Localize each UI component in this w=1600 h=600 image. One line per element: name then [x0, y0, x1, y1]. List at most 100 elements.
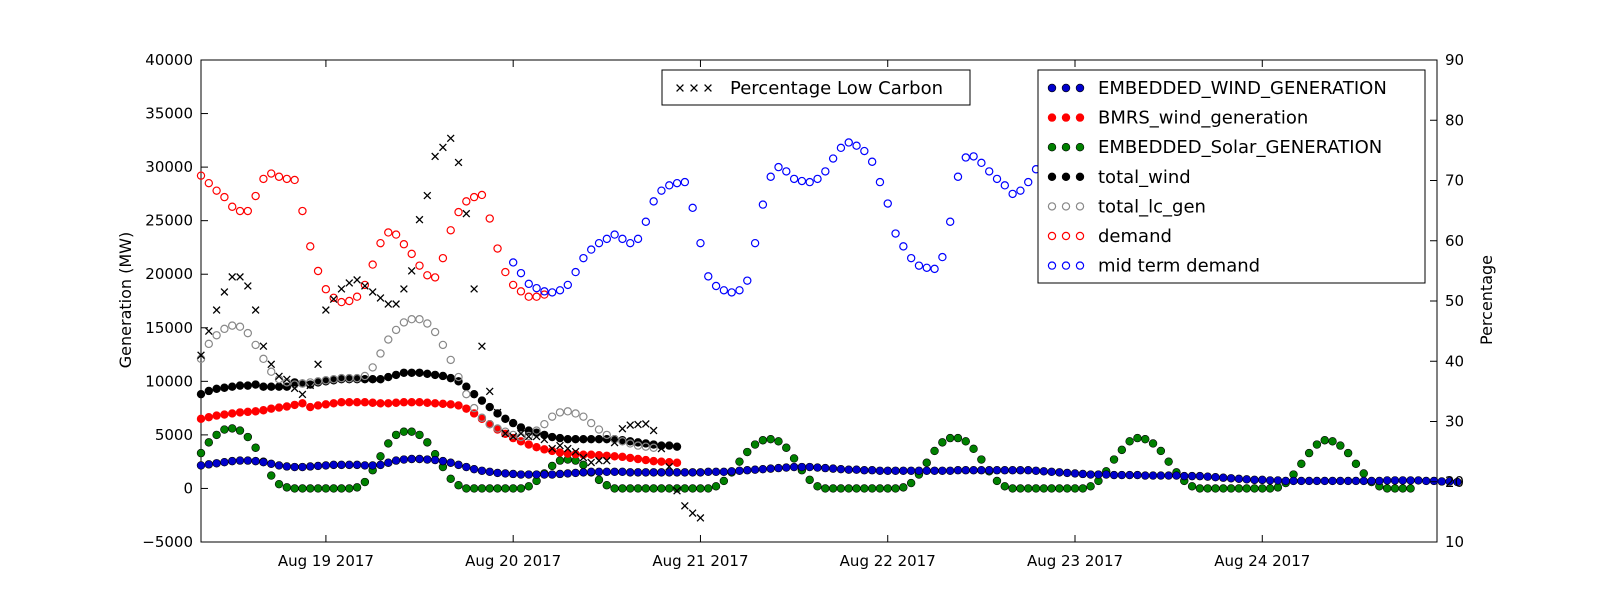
- demand-point: [235, 206, 245, 216]
- bmrs_wind-point: [532, 443, 541, 452]
- total_lc_gen-point: [493, 424, 502, 433]
- mid_term_demand-point: [532, 283, 541, 293]
- bmrs_wind-point: [345, 398, 354, 407]
- embedded_solar-point: [922, 458, 931, 467]
- embedded_solar-point: [1047, 484, 1056, 493]
- legend-series: EMBEDDED_WIND_GENERATION BMRS_wind_genera…: [1037, 69, 1426, 284]
- embedded_wind-point: [1195, 471, 1205, 481]
- mid_term_demand-point: [930, 264, 939, 274]
- embedded_solar-point: [306, 484, 315, 493]
- legend-label: Percentage Low Carbon: [730, 78, 943, 99]
- total_lc_gen-point: [345, 373, 354, 383]
- pct_low_carbon-point: [680, 501, 689, 510]
- total_lc_gen-point: [352, 373, 362, 383]
- y-tick-label: 10000: [145, 372, 193, 390]
- demand-point: [462, 197, 471, 206]
- embedded_solar-point: [1304, 448, 1314, 458]
- embedded_solar-point: [719, 476, 729, 486]
- bmrs_wind-point: [368, 398, 377, 407]
- total_wind-point: [586, 434, 596, 444]
- pct_low_carbon-point: [602, 456, 611, 465]
- series-pct_low_carbon: [197, 134, 705, 522]
- embedded_wind-point: [1016, 466, 1025, 475]
- bmrs_wind-point: [243, 407, 253, 417]
- demand-point: [196, 171, 206, 180]
- pct_low_carbon-point: [415, 215, 424, 224]
- total_lc_gen-point: [446, 355, 455, 365]
- embedded_wind-point: [626, 468, 635, 477]
- embedded_wind-point: [1102, 470, 1111, 479]
- embedded_solar-point: [774, 437, 783, 446]
- demand-point: [524, 292, 533, 301]
- y-tick-label: 15000: [145, 319, 193, 337]
- total_lc_gen-point: [204, 339, 214, 349]
- bmrs_wind-point: [672, 458, 682, 467]
- y-tick-label: 0: [183, 479, 193, 497]
- mid_term_demand-point: [665, 181, 674, 190]
- bmrs_wind-point: [282, 402, 292, 411]
- mid_term_demand-point: [782, 167, 791, 176]
- embedded_wind-point: [1164, 471, 1173, 480]
- bmrs_wind-point: [313, 401, 323, 410]
- total_lc_gen-point: [220, 324, 229, 334]
- embedded_wind-point: [1242, 475, 1251, 484]
- pct_low_carbon-point: [204, 327, 213, 335]
- mid_term_demand-point: [860, 146, 869, 156]
- embedded_wind-point: [1367, 476, 1376, 486]
- embedded_wind-point: [953, 466, 963, 475]
- demand-point: [454, 207, 463, 217]
- mid_term_demand-point: [805, 177, 814, 187]
- embedded_solar-point: [1328, 437, 1337, 446]
- embedded_wind-point: [1406, 476, 1415, 485]
- legend-marker: [1061, 83, 1071, 93]
- embedded_wind-point: [430, 455, 440, 465]
- embedded_solar-point: [1390, 484, 1400, 493]
- embedded_wind-point: [1086, 470, 1095, 479]
- demand-point: [532, 292, 541, 301]
- demand-point: [501, 267, 510, 277]
- mid_term_demand-point: [657, 186, 666, 195]
- embedded_solar-point: [376, 452, 385, 461]
- mid_term_demand-point: [587, 245, 596, 254]
- demand-point: [516, 287, 526, 296]
- bmrs_wind-point: [540, 445, 549, 454]
- total_wind-point: [579, 434, 588, 444]
- embedded_solar-point: [516, 484, 526, 493]
- embedded_solar-point: [501, 484, 510, 493]
- pct_low_carbon-point: [275, 372, 283, 381]
- embedded_wind-point: [1133, 470, 1142, 480]
- total_wind-point: [454, 377, 463, 386]
- embedded_solar-point: [875, 484, 885, 493]
- embedded_wind-point: [1219, 473, 1228, 482]
- total_lc_gen-point: [462, 389, 471, 399]
- embedded_solar-point: [321, 484, 331, 493]
- embedded_wind-point: [1008, 466, 1017, 475]
- embedded_wind-point: [1289, 476, 1298, 486]
- embedded_solar-point: [313, 484, 323, 493]
- embedded_wind-point: [306, 462, 315, 471]
- mid_term_demand-point: [548, 288, 557, 297]
- total_lc_gen-point: [212, 331, 221, 340]
- legend-entry-mid_term_demand: mid term demand: [1047, 256, 1260, 277]
- embedded_solar-point: [992, 476, 1002, 486]
- total_wind-point: [547, 432, 557, 442]
- embedded_wind-point: [1117, 470, 1127, 480]
- mid_term_demand-point: [985, 167, 994, 176]
- embedded_wind-point: [228, 456, 237, 466]
- bmrs_wind-point: [618, 452, 627, 462]
- pct_low_carbon-point: [595, 456, 603, 465]
- embedded_solar-point: [212, 430, 221, 440]
- embedded_wind-point: [1156, 471, 1166, 480]
- embedded_solar-point: [1133, 433, 1142, 443]
- embedded_wind-point: [930, 466, 939, 475]
- pct_low_carbon-point: [579, 453, 588, 462]
- pct_low_carbon-point: [400, 285, 408, 293]
- embedded_wind-point: [212, 459, 221, 468]
- total_lc_gen-point: [532, 426, 541, 435]
- total_lc_gen-point: [508, 430, 518, 440]
- demand-point: [220, 192, 229, 202]
- embedded_solar-point: [1312, 440, 1322, 449]
- embedded_wind-point: [758, 464, 768, 474]
- mid_term_demand-point: [899, 242, 908, 251]
- pct_low_carbon-point: [384, 300, 393, 308]
